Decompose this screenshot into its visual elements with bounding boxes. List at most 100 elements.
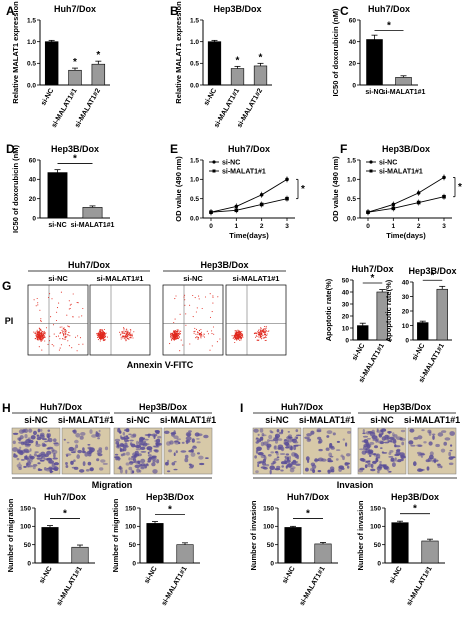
flow-plot-frame: [162, 284, 224, 356]
panel-g1-chart-title: Huh7/Dox: [351, 264, 393, 274]
panel-e-x-axis-label: Time(days): [229, 231, 269, 240]
panel-h2-bar: [146, 523, 164, 564]
panel-h2-y-axis-label: Number of migration: [111, 498, 120, 572]
transwell-condition-label: si-NC: [126, 415, 150, 425]
panel-a-category-label: si-NC: [40, 88, 55, 107]
transwell-group-title: Hep3B/Dox: [139, 402, 187, 412]
transwell-condition-label: si-NC: [24, 415, 48, 425]
panel-g1-y-axis-label: Apoptotic rate(%): [324, 278, 333, 341]
panel-f-ytick-label: 1.5: [347, 157, 356, 164]
panel-d-ytick-label: 60: [29, 157, 37, 164]
panel-b-ytick-label: 1.0: [190, 39, 199, 46]
panel-h1-significance-star: *: [63, 508, 67, 519]
panel-label-D: D: [6, 142, 15, 156]
panel-b-significance-star: *: [236, 55, 240, 66]
panel-g2-ytick-label: 0: [405, 337, 409, 344]
panel-g2-bar: [436, 288, 448, 341]
panel-i2-bar: [391, 522, 409, 564]
flow-group-title: Huh7/Dox: [68, 260, 110, 270]
panel-e-xtick-label: 3: [285, 223, 289, 230]
transwell-stained-cells: [164, 430, 209, 473]
panel-b-bar: [253, 65, 268, 86]
panel-g2-bar: [417, 322, 429, 341]
panel-label-A: A: [6, 4, 15, 18]
panel-d-chart-title: Hep3B/Dox: [51, 144, 99, 154]
panel-h1-category-label: si-NC: [39, 566, 54, 585]
panel-g2-ytick-label: 30: [402, 294, 410, 301]
panel-d-category-label: si-MALAT1#1: [71, 222, 115, 229]
panel-e-ytick-label: 1.0: [190, 177, 199, 184]
panel-f-y-axis-label: OD value (490 nm): [331, 156, 340, 222]
panel-g2-category-label: si-NC: [411, 343, 426, 362]
panel-b-y-axis-label: Relative MALAT1 expression: [174, 1, 183, 104]
panel-b-ytick-label: 0.5: [190, 61, 199, 68]
panel-i1-bar: [314, 543, 332, 564]
panel-i2-ytick-label: 0: [377, 560, 381, 567]
panel-f-x-axis-label: Time(days): [386, 231, 426, 240]
panel-e-ytick-label: 1.5: [190, 157, 199, 164]
panel-f-legend-label: si-NC: [379, 159, 397, 166]
panel-a-ytick-label: 1.0: [27, 39, 36, 46]
panel-f-xtick-label: 1: [392, 223, 396, 230]
panel-a-bar: [91, 63, 106, 86]
panel-f-xtick-label: 0: [366, 223, 370, 230]
panel-h2-significance-star: *: [168, 504, 172, 515]
panel-c-ytick-label: 0: [352, 82, 356, 89]
panel-e-ytick-label: 0.5: [190, 196, 199, 203]
panel-g1-ytick-label: 20: [342, 313, 350, 320]
flow-group-title: Hep3B/Dox: [200, 260, 248, 270]
panel-i2-category-label: si-NC: [389, 566, 404, 585]
panel-h2-chart-title: Hep3B/Dox: [146, 492, 194, 502]
panel-d-bar: [47, 172, 68, 219]
panel-a-y-axis-label: Relative MALAT1 expression: [11, 1, 20, 104]
panel-e-chart-title: Huh7/Dox: [228, 144, 270, 154]
panel-i2-ytick-label: 150: [370, 505, 381, 512]
panel-i2-bar: [421, 540, 439, 564]
flow-condition-label: si-MALAT1#1: [97, 274, 144, 283]
panel-e-series-line: [210, 198, 288, 213]
panel-a-ytick-label: 1.5: [27, 17, 36, 24]
panel-i2-significance-star: *: [413, 504, 417, 515]
panel-d-y-axis-label: IC50 of doxorubicin (nM): [11, 145, 20, 233]
panel-g2-ytick-label: 40: [402, 279, 410, 286]
panel-e-legend-label: si-NC: [222, 159, 240, 166]
transwell-stained-cells: [358, 428, 406, 474]
panel-f-xtick-label: 2: [417, 223, 421, 230]
panel-g1-ytick-label: 10: [342, 325, 350, 332]
transwell-image: [61, 427, 111, 475]
panel-h1-bar: [41, 527, 59, 564]
panel-a-bar: [68, 69, 82, 86]
panel-b-bar: [230, 68, 245, 86]
panel-g1-ytick-label: 0: [345, 337, 349, 344]
panel-i1-ytick-label: 150: [263, 505, 274, 512]
transwell-condition-label: si-MALAT1#1: [58, 415, 114, 425]
panel-g1-ytick-label: 30: [342, 301, 350, 308]
panel-e-xtick-label: 1: [235, 223, 239, 230]
flow-scatter-points: [96, 327, 135, 342]
panel-f-legend-label: si-MALAT1#1: [379, 168, 423, 175]
panel-c-chart-title: Huh7/Dox: [368, 4, 410, 14]
panel-d-ytick-label: 40: [29, 177, 37, 184]
panel-h1-y-axis-label: Number of migration: [6, 498, 15, 572]
panel-g1-ytick-label: 50: [342, 277, 350, 284]
panel-e-legend-marker: [212, 160, 216, 164]
transwell-condition-label: si-MALAT1#1: [299, 415, 355, 425]
panel-e-series-line: [210, 178, 288, 213]
panel-d-significance-star: *: [73, 154, 77, 165]
panel-f-significance-star: *: [458, 182, 462, 193]
transwell-stained-cells: [253, 428, 302, 475]
panel-g2-significance-star: *: [431, 270, 435, 281]
panel-b-bar: [207, 41, 222, 86]
panel-f-series-line: [367, 196, 445, 213]
panel-e-y-axis-label: OD value (490 nm): [174, 156, 183, 222]
panel-label-I: I: [240, 401, 243, 415]
transwell-stained-cells: [304, 428, 351, 474]
panel-label-H: H: [2, 401, 11, 415]
transwell-condition-label: si-MALAT1#1: [160, 415, 216, 425]
transwell-stained-cells: [63, 429, 109, 473]
transwell-group-title: Huh7/Dox: [40, 402, 82, 412]
panel-i1-bar: [284, 527, 302, 564]
flow-scatter-points: [33, 291, 84, 352]
transwell-image: [407, 427, 457, 475]
panel-h1-ytick-label: 150: [20, 505, 31, 512]
